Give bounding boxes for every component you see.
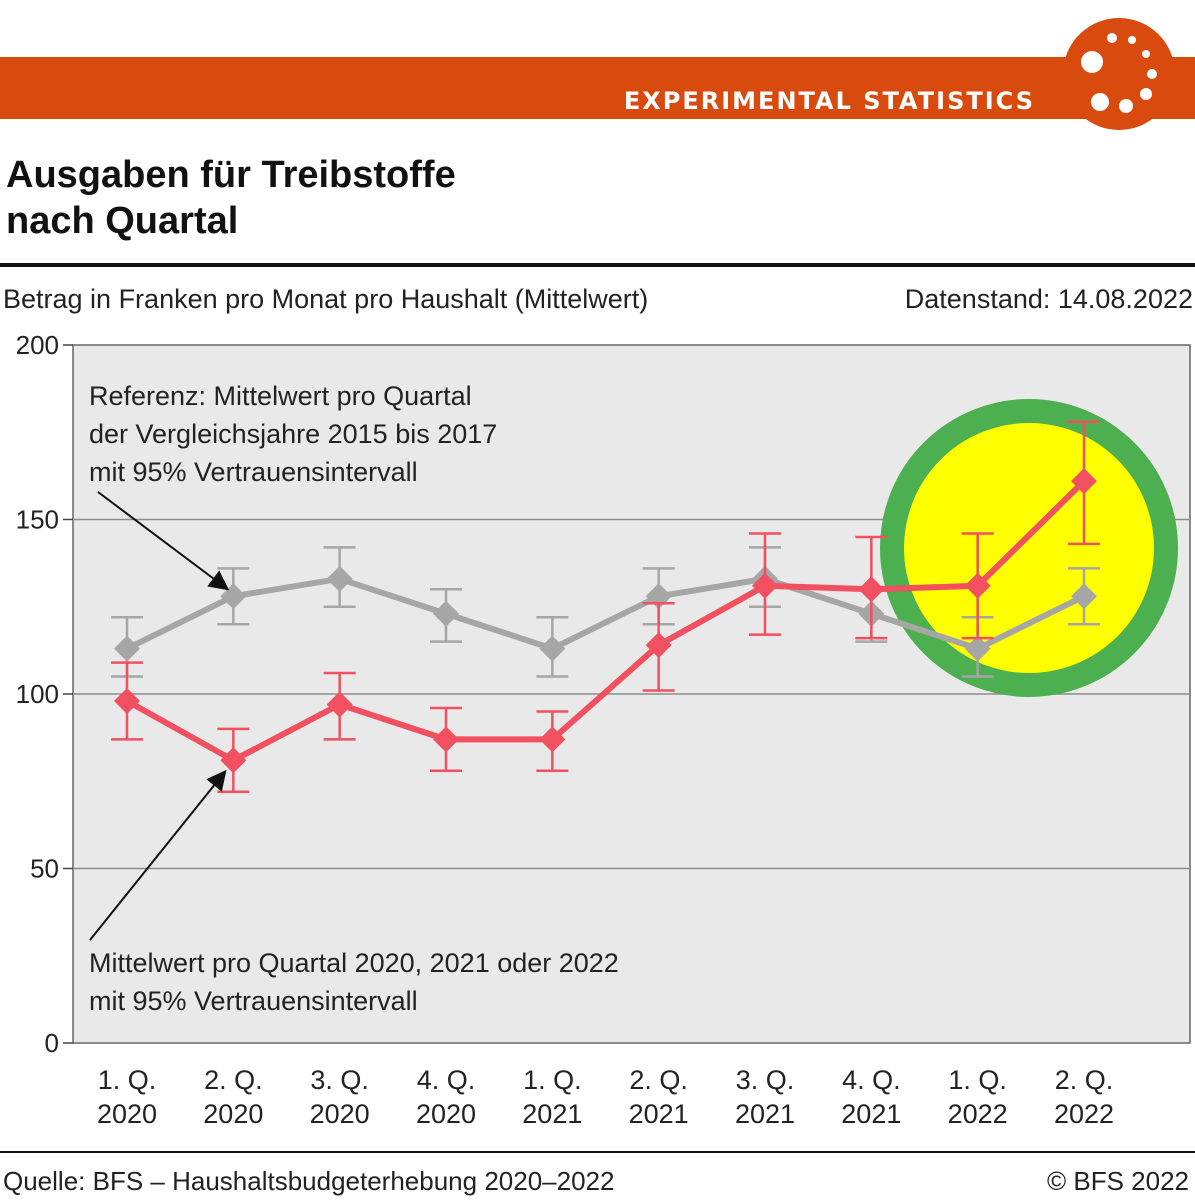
x-tick-label-quarter: 3. Q. <box>736 1065 795 1095</box>
subtitle: Betrag in Franken pro Monat pro Haushalt… <box>3 284 649 314</box>
title-rule <box>0 263 1195 267</box>
footer-rule <box>0 1151 1195 1153</box>
x-tick-label-quarter: 1. Q. <box>98 1065 157 1095</box>
x-tick-label-quarter: 4. Q. <box>417 1065 476 1095</box>
data-point <box>326 691 353 718</box>
annotation-mean-line: Mittelwert pro Quartal 2020, 2021 oder 2… <box>89 948 619 978</box>
copyright-note: © BFS 2022 <box>1046 1166 1189 1196</box>
y-tick-label: 200 <box>16 330 59 360</box>
header-banner <box>0 57 1195 119</box>
data-point <box>1071 468 1097 495</box>
annotation-reference-line: mit 95% Vertrauensintervall <box>89 457 418 487</box>
fuel-expense-chart: 0 50 100 150 200 1. Q. 2020 2. Q. 2020 3. Q. 2020 4… <box>16 330 1191 1129</box>
highlight-circle <box>880 399 1178 697</box>
data-point <box>114 635 140 662</box>
x-tick-label-year: 2020 <box>310 1099 370 1129</box>
data-point <box>964 635 991 662</box>
x-tick-label-year: 2020 <box>97 1099 157 1129</box>
series-line <box>125 575 1086 652</box>
data-point <box>539 726 566 753</box>
page-title: Ausgaben für Treibstoffe nach Quartal <box>6 152 456 244</box>
title-line-2: nach Quartal <box>6 200 239 242</box>
x-tick-label-year: 2021 <box>629 1099 689 1129</box>
x-tick-label-quarter: 3. Q. <box>310 1065 369 1095</box>
x-tick-label-quarter: 4. Q. <box>842 1065 901 1095</box>
data-point <box>645 632 672 659</box>
data-point <box>433 726 459 753</box>
series-line <box>125 478 1087 764</box>
annotation-reference-line: der Vergleichsjahre 2015 bis 2017 <box>89 419 497 449</box>
data-point <box>326 565 353 592</box>
annotation-arrow-reference <box>97 491 230 591</box>
bfs-logo-icon <box>1063 18 1175 130</box>
y-tick-label: 50 <box>30 854 59 884</box>
data-point <box>858 576 885 603</box>
x-tick-label-quarter: 1. Q. <box>523 1065 582 1095</box>
x-tick-label-year: 2020 <box>416 1099 476 1129</box>
x-tick-label-year: 2020 <box>203 1099 263 1129</box>
banner-label: EXPERIMENTAL STATISTICS <box>623 87 1035 115</box>
title-line-1: Ausgaben für Treibstoffe <box>6 154 456 196</box>
data-point <box>964 572 991 599</box>
x-tick-label-quarter: 2. Q. <box>204 1065 263 1095</box>
data-point <box>539 635 566 662</box>
y-tick-label: 100 <box>16 679 59 709</box>
data-point <box>433 600 459 627</box>
annotation-reference-line: Referenz: Mittelwert pro Quartal <box>89 381 472 411</box>
annotation-mean-line: mit 95% Vertrauensintervall <box>89 986 418 1016</box>
source-note: Quelle: BFS – Haushaltsbudgeterhebung 20… <box>3 1166 615 1196</box>
x-tick-label-year: 2021 <box>841 1099 901 1129</box>
data-point <box>220 747 247 774</box>
data-point <box>645 583 672 610</box>
y-tick-label: 150 <box>16 505 59 535</box>
data-point <box>114 687 140 714</box>
data-point <box>752 572 778 599</box>
x-tick-label-year: 2021 <box>522 1099 582 1129</box>
x-tick-label-year: 2022 <box>1054 1099 1114 1129</box>
annotation-arrow-mean <box>89 769 227 941</box>
x-tick-label-quarter: 2. Q. <box>1055 1065 1114 1095</box>
x-tick-label-quarter: 1. Q. <box>948 1065 1007 1095</box>
x-tick-label-year: 2022 <box>948 1099 1008 1129</box>
data-point <box>1071 583 1097 610</box>
data-stand: Datenstand: 14.08.2022 <box>904 284 1193 314</box>
x-tick-label-quarter: 2. Q. <box>629 1065 688 1095</box>
y-tick-label: 0 <box>45 1028 59 1058</box>
x-tick-label-year: 2021 <box>735 1099 795 1129</box>
